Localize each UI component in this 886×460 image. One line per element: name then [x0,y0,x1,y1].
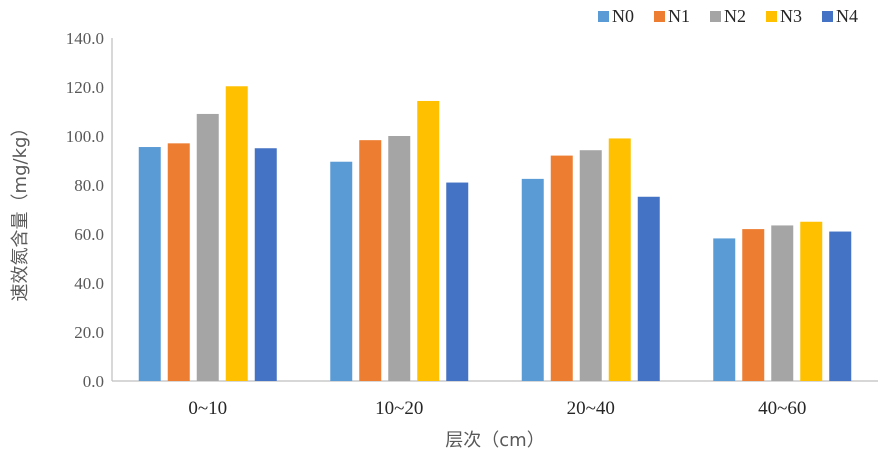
legend-label-n4: N4 [836,6,858,26]
bar-n2-4 [771,225,794,381]
bar-n0-1 [138,147,161,381]
bar-n1-3 [550,155,573,381]
x-tick-labels: 0~10 10~20 20~40 40~60 [188,398,806,419]
bar-n0-3 [521,178,544,381]
bar-n3-2 [417,100,440,381]
legend-label-n2: N2 [724,6,746,26]
legend: N0 N1 N2 N3 N4 [598,6,858,26]
legend-label-n0: N0 [612,6,634,26]
legend-label-n3: N3 [780,6,802,26]
bar-n1-2 [359,140,382,381]
y-tick-label: 60.0 [74,225,104,244]
bar-n3-1 [225,86,248,381]
legend-swatch-n3 [766,11,777,22]
bar-n2-2 [388,136,411,381]
legend-swatch-n0 [598,11,609,22]
y-tick-label: 0.0 [83,372,104,391]
legend-label-n1: N1 [668,6,690,26]
y-tick-label: 20.0 [74,323,104,342]
bar-n2-1 [196,113,219,381]
bar-n1-4 [742,229,765,381]
bar-n3-4 [800,221,823,381]
bar-n4-3 [637,196,660,381]
y-tick-label: 120.0 [66,78,104,97]
bars [138,86,852,381]
x-tick-label: 20~40 [567,398,615,419]
y-tick-label: 140.0 [66,29,104,48]
x-tick-label: 40~60 [758,398,806,419]
y-tick-label: 100.0 [66,127,104,146]
bar-n3-3 [608,138,631,381]
bar-n0-4 [713,238,736,381]
legend-swatch-n4 [822,11,833,22]
y-tick-label: 80.0 [74,176,104,195]
y-axis-title: 速效氮含量（mg/kg） [10,119,31,302]
bar-n4-4 [829,231,852,381]
bar-n0-2 [330,161,353,381]
x-tick-label: 10~20 [375,398,423,419]
legend-swatch-n2 [710,11,721,22]
bar-n4-1 [254,148,277,381]
y-tick-labels: 0.0 20.0 40.0 60.0 80.0 100.0 120.0 140.0 [66,29,104,391]
x-axis-title: 层次（cm） [445,430,544,451]
bar-n4-2 [446,182,469,381]
legend-swatch-n1 [654,11,665,22]
x-tick-label: 0~10 [188,398,227,419]
bar-n2-3 [579,150,602,381]
bar-n1-1 [167,143,190,381]
y-tick-label: 40.0 [74,274,104,293]
